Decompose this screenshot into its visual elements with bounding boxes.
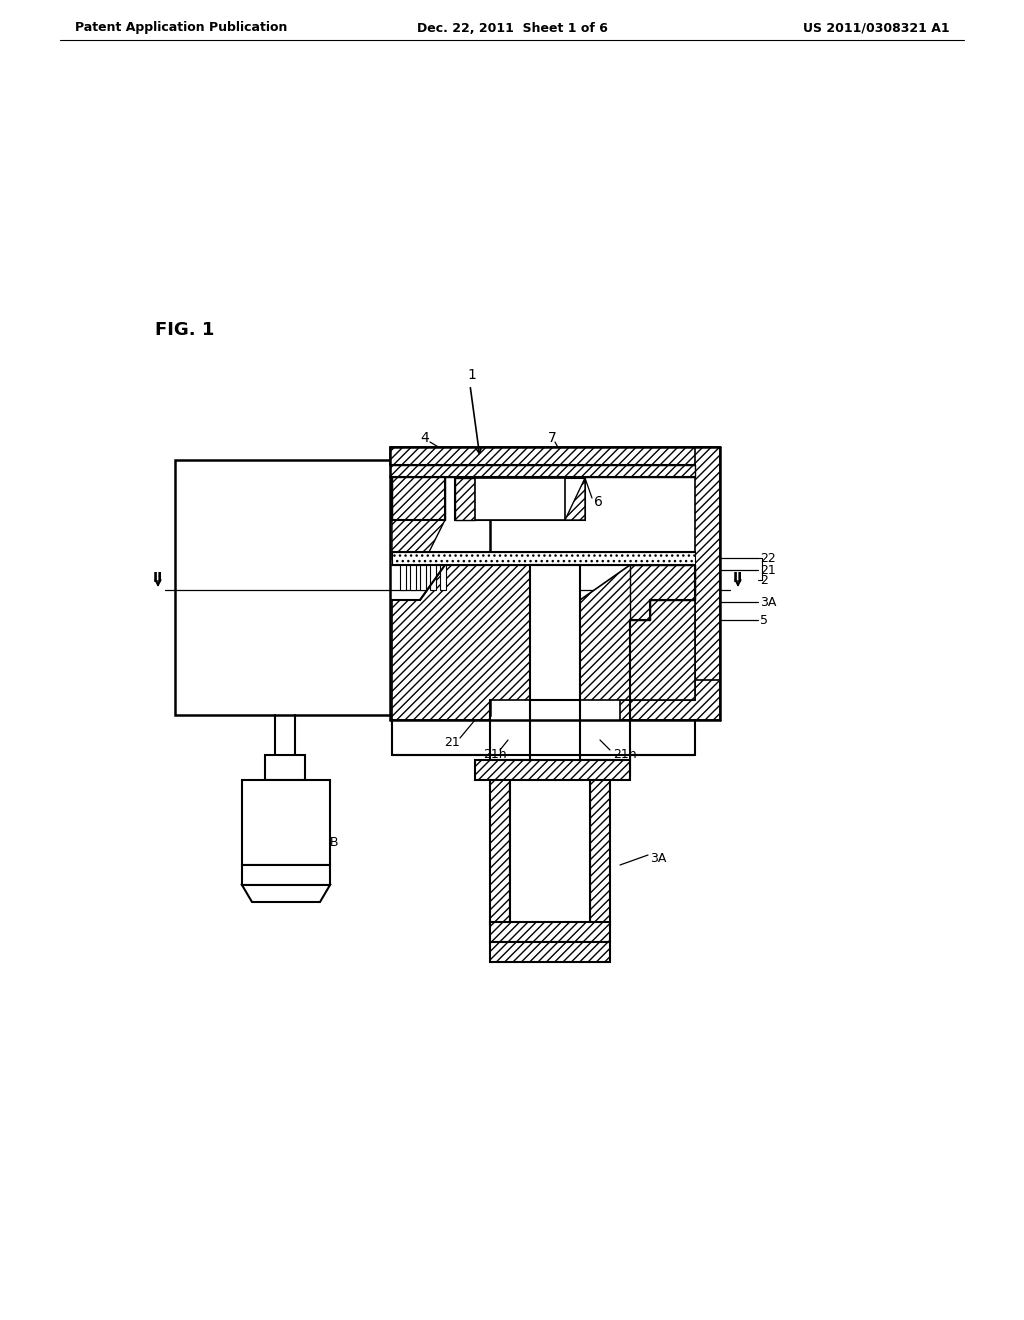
Text: US 2011/0308321 A1: US 2011/0308321 A1 [804, 21, 950, 34]
Bar [455, 478, 585, 520]
Text: 21: 21 [444, 735, 460, 748]
Bar [490, 760, 530, 775]
Polygon shape [392, 477, 445, 520]
Bar [475, 760, 630, 780]
Bar [490, 775, 510, 925]
Text: Patent Application Publication: Patent Application Publication [75, 21, 288, 34]
Bar [175, 459, 490, 715]
Text: 21h: 21h [613, 747, 637, 760]
Bar [420, 565, 426, 590]
Text: 3A: 3A [760, 595, 776, 609]
Text: 6: 6 [594, 495, 603, 510]
Text: 22: 22 [760, 552, 776, 565]
Polygon shape [580, 565, 695, 700]
Polygon shape [392, 520, 445, 560]
Bar [580, 760, 630, 775]
Polygon shape [620, 680, 720, 719]
Polygon shape [695, 447, 720, 719]
Text: 3A: 3A [650, 851, 667, 865]
Text: II: II [153, 572, 163, 585]
Bar [440, 565, 446, 590]
Text: II: II [733, 572, 743, 585]
Text: 1: 1 [468, 368, 476, 381]
Text: 3h: 3h [502, 940, 518, 953]
Bar [530, 565, 580, 700]
Polygon shape [390, 447, 710, 465]
Polygon shape [490, 942, 610, 962]
Text: 5: 5 [760, 614, 768, 627]
Bar [430, 565, 436, 590]
Polygon shape [630, 565, 695, 620]
Text: Dec. 22, 2011  Sheet 1 of 6: Dec. 22, 2011 Sheet 1 of 6 [417, 21, 607, 34]
Polygon shape [390, 465, 695, 477]
Bar [510, 770, 590, 925]
Polygon shape [242, 884, 330, 902]
Text: 2: 2 [760, 573, 768, 586]
Bar [475, 478, 565, 520]
Polygon shape [455, 478, 475, 520]
Polygon shape [392, 565, 530, 719]
Text: 4: 4 [421, 432, 429, 445]
Polygon shape [392, 552, 695, 565]
Bar [265, 755, 305, 780]
Bar [400, 565, 406, 590]
Text: FIG. 1: FIG. 1 [155, 321, 214, 339]
Bar [490, 921, 610, 942]
Text: 3B: 3B [322, 836, 339, 849]
Polygon shape [242, 865, 330, 884]
Bar [242, 780, 330, 865]
Text: 21: 21 [760, 564, 776, 577]
Bar [590, 775, 610, 925]
Bar [410, 565, 416, 590]
Text: 21h: 21h [483, 747, 507, 760]
Polygon shape [565, 478, 585, 520]
Text: 7: 7 [548, 432, 556, 445]
